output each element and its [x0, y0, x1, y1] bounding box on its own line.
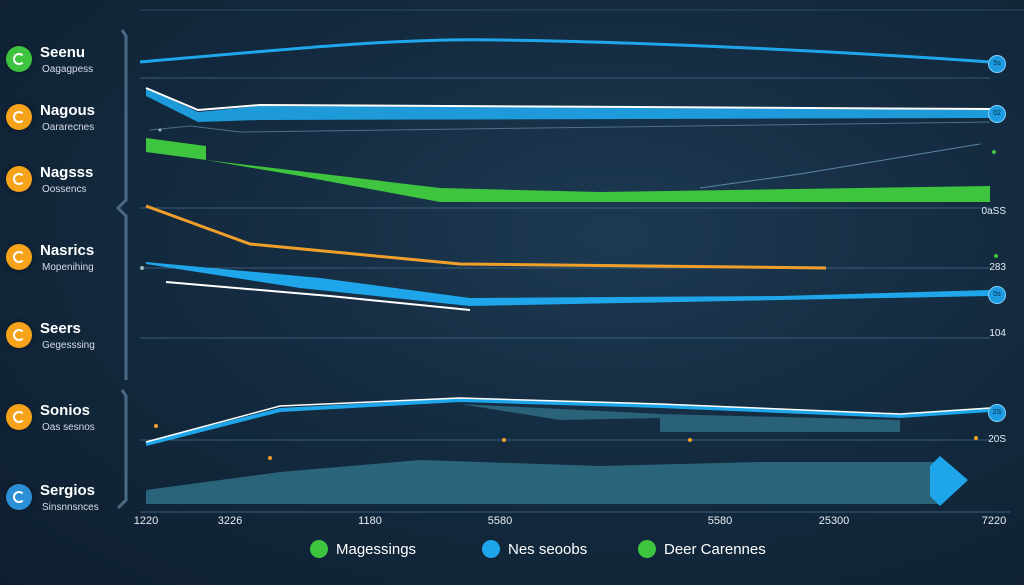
refresh-icon — [6, 244, 32, 270]
series-line-row-2 — [145, 87, 991, 112]
marker — [974, 436, 978, 440]
series-line-row-4 — [145, 204, 827, 270]
legend-label: Magessings — [336, 541, 417, 558]
marker — [502, 438, 506, 442]
series-band-row-5 — [146, 262, 990, 306]
row-title: Nagsss — [40, 164, 94, 181]
row-label: Nagous Oararecnes — [4, 98, 114, 142]
x-tick-label: 25300 — [818, 515, 850, 527]
refresh-icon — [6, 484, 32, 510]
series-line-row-6-edge — [145, 397, 991, 443]
row-subtitle: Gegesssing — [42, 340, 95, 351]
row-label: Seenu Oagagpess — [4, 40, 114, 84]
end-marker-1: 5s — [988, 55, 1006, 73]
marker — [994, 254, 998, 258]
legend-swatch — [638, 540, 656, 558]
marker — [158, 128, 162, 132]
series-arrow-row-7 — [930, 456, 968, 506]
row-subtitle: Sinsnnsnces — [42, 502, 99, 513]
x-tick-label: 7220 — [981, 515, 1007, 527]
grid-lines — [140, 77, 1010, 513]
refresh-icon — [6, 322, 32, 348]
x-tick-label: 1220 — [133, 515, 159, 527]
row-label: Nagsss Oossencs — [4, 160, 114, 204]
row-label: Seers Gegesssing — [4, 316, 114, 360]
legend-swatch — [310, 540, 328, 558]
row-label: Sergios Sinsnnsnces — [4, 478, 114, 522]
series-band-row-2 — [146, 88, 990, 122]
marker — [688, 438, 692, 442]
row-title: Nagous — [40, 102, 96, 119]
row-label: Sonios Oas sesnos — [4, 398, 114, 442]
x-tick-label: 1180 — [358, 515, 382, 527]
refresh-icon — [6, 46, 32, 72]
series-line-row-5 — [165, 281, 471, 311]
right-tick-label: 104 — [989, 328, 1006, 339]
series-shadow-row-6 — [460, 404, 900, 432]
end-marker-2: 02 — [988, 105, 1006, 123]
row-title: Sonios — [40, 402, 91, 419]
right-tick-label: 0aSS — [981, 206, 1006, 217]
row-title: Seenu — [40, 44, 86, 61]
marker — [268, 456, 272, 460]
end-marker-3: 0s — [988, 286, 1006, 304]
row-subtitle: Oagagpess — [42, 64, 94, 75]
row-subtitle: Mopenihing — [42, 262, 94, 273]
right-tick-label: 20S — [988, 434, 1006, 445]
row-label: Nasrics Mopenihing — [4, 238, 114, 282]
row-title: Sergios — [40, 482, 96, 499]
marker — [992, 150, 996, 154]
x-tick-label: 3226 — [217, 515, 243, 527]
marker — [140, 266, 144, 270]
series-area-row-3 — [146, 138, 990, 202]
marker — [154, 424, 158, 428]
x-tick-label: 5580 — [487, 515, 513, 527]
series-line-row-1 — [139, 38, 991, 64]
series-thin-line-row-2 — [149, 121, 991, 133]
row-title: Seers — [40, 320, 81, 337]
refresh-icon — [6, 166, 32, 192]
series-line-row-6 — [145, 397, 991, 446]
x-tick-label: 5580 — [707, 515, 733, 527]
refresh-icon — [6, 404, 32, 430]
row-title: Nasrics — [40, 242, 95, 259]
row-subtitle: Oararecnes — [42, 122, 95, 133]
legend: Magessings Nes seoobs Deer Carennes — [0, 538, 1024, 562]
row-subtitle: Oossencs — [42, 184, 87, 195]
series-thin-line-row-3 — [699, 143, 981, 189]
legend-swatch — [482, 540, 500, 558]
refresh-icon — [6, 104, 32, 130]
end-marker-4: 2S — [988, 404, 1006, 422]
legend-label: Deer Carennes — [664, 541, 766, 558]
scatter-markers — [140, 128, 998, 460]
legend-label: Nes seoobs — [508, 541, 588, 558]
series-area-row-7 — [146, 460, 940, 504]
right-tick-label: 283 — [989, 262, 1006, 273]
row-subtitle: Oas sesnos — [42, 422, 95, 433]
left-axis-bracket — [115, 29, 128, 510]
